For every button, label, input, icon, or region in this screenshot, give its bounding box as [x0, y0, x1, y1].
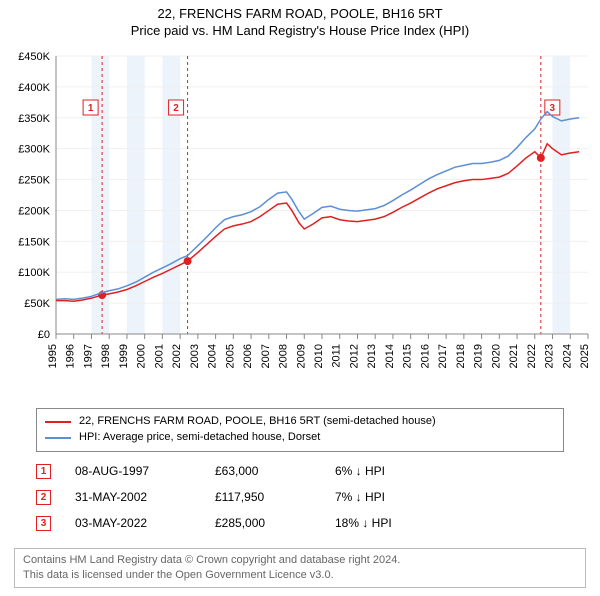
event-delta: 7% ↓ HPI — [335, 490, 385, 504]
event-delta: 18% ↓ HPI — [335, 516, 392, 530]
legend-swatch — [45, 437, 71, 439]
svg-text:2003: 2003 — [189, 344, 201, 368]
legend-swatch — [45, 421, 71, 423]
event-marker: 1 — [36, 464, 51, 479]
svg-text:2021: 2021 — [508, 344, 520, 368]
chart-svg: £0 £50K £100K £150K £200K £250K £300K £350K £400… — [6, 52, 594, 392]
event-row: 2 31-MAY-2002£117,9507% ↓ HPI — [36, 484, 564, 510]
event-row: 3 03-MAY-2022£285,00018% ↓ HPI — [36, 510, 564, 536]
svg-text:2022: 2022 — [526, 344, 538, 368]
event-row: 1 08-AUG-1997£63,0006% ↓ HPI — [36, 458, 564, 484]
svg-text:2011: 2011 — [331, 344, 343, 368]
legend-label: HPI: Average price, semi-detached house,… — [79, 430, 320, 446]
svg-text:2019: 2019 — [473, 344, 485, 368]
svg-text:2014: 2014 — [384, 344, 396, 368]
svg-text:1995: 1995 — [47, 344, 59, 368]
svg-text:2023: 2023 — [544, 344, 556, 368]
svg-text:£100K: £100K — [18, 267, 50, 279]
event-date: 03-MAY-2022 — [75, 516, 215, 530]
chart-title: 22, FRENCHS FARM ROAD, POOLE, BH16 5RT — [0, 6, 600, 21]
chart-subtitle: Price paid vs. HM Land Registry's House … — [0, 23, 600, 38]
event-price: £285,000 — [215, 516, 335, 530]
svg-text:2009: 2009 — [295, 344, 307, 368]
chart-area: £0 £50K £100K £150K £200K £250K £300K £350K £400… — [6, 52, 594, 392]
event-date: 08-AUG-1997 — [75, 464, 215, 478]
legend-label: 22, FRENCHS FARM ROAD, POOLE, BH16 5RT (… — [79, 414, 436, 430]
svg-text:2025: 2025 — [579, 344, 591, 368]
event-marker: 2 — [36, 490, 51, 505]
events-table: 1 08-AUG-1997£63,0006% ↓ HPI 2 31-MAY-2002£… — [36, 458, 564, 536]
svg-text:2018: 2018 — [455, 344, 467, 368]
svg-text:2012: 2012 — [348, 344, 360, 368]
svg-text:2020: 2020 — [490, 344, 502, 368]
svg-text:2024: 2024 — [561, 344, 573, 368]
svg-text:1: 1 — [88, 103, 94, 114]
svg-text:2008: 2008 — [278, 344, 290, 368]
attribution-line-1: Contains HM Land Registry data © Crown c… — [23, 553, 577, 568]
event-price: £63,000 — [215, 464, 335, 478]
svg-text:2002: 2002 — [171, 344, 183, 368]
svg-text:£200K: £200K — [18, 205, 50, 217]
svg-text:2001: 2001 — [153, 344, 165, 368]
svg-text:£450K: £450K — [18, 52, 50, 63]
svg-text:£400K: £400K — [18, 82, 50, 94]
svg-text:2006: 2006 — [242, 344, 254, 368]
svg-text:2017: 2017 — [437, 344, 449, 368]
attribution: Contains HM Land Registry data © Crown c… — [14, 548, 586, 588]
svg-text:£150K: £150K — [18, 236, 50, 248]
attribution-line-2: This data is licensed under the Open Gov… — [23, 568, 577, 583]
svg-text:2013: 2013 — [366, 344, 378, 368]
svg-text:2004: 2004 — [207, 344, 219, 368]
svg-text:2: 2 — [173, 103, 179, 114]
event-date: 31-MAY-2002 — [75, 490, 215, 504]
svg-text:2010: 2010 — [313, 344, 325, 368]
svg-text:1999: 1999 — [118, 344, 130, 368]
event-delta: 6% ↓ HPI — [335, 464, 385, 478]
svg-text:3: 3 — [550, 103, 556, 114]
event-marker: 3 — [36, 516, 51, 531]
svg-text:£350K: £350K — [18, 113, 50, 125]
svg-text:2000: 2000 — [136, 344, 148, 368]
legend: 22, FRENCHS FARM ROAD, POOLE, BH16 5RT (… — [36, 408, 564, 452]
svg-text:1998: 1998 — [100, 344, 112, 368]
svg-text:2016: 2016 — [419, 344, 431, 368]
svg-text:2007: 2007 — [260, 344, 272, 368]
svg-text:£300K: £300K — [18, 144, 50, 156]
svg-text:1997: 1997 — [82, 344, 94, 368]
event-price: £117,950 — [215, 490, 335, 504]
legend-item: 22, FRENCHS FARM ROAD, POOLE, BH16 5RT (… — [45, 414, 555, 430]
svg-text:1996: 1996 — [65, 344, 77, 368]
chart-container: 22, FRENCHS FARM ROAD, POOLE, BH16 5RT P… — [0, 6, 600, 596]
svg-text:£0: £0 — [38, 329, 50, 341]
svg-text:£50K: £50K — [24, 298, 50, 310]
svg-text:2015: 2015 — [402, 344, 414, 368]
svg-text:£250K: £250K — [18, 175, 50, 187]
svg-text:2005: 2005 — [224, 344, 236, 368]
legend-item: HPI: Average price, semi-detached house,… — [45, 430, 555, 446]
